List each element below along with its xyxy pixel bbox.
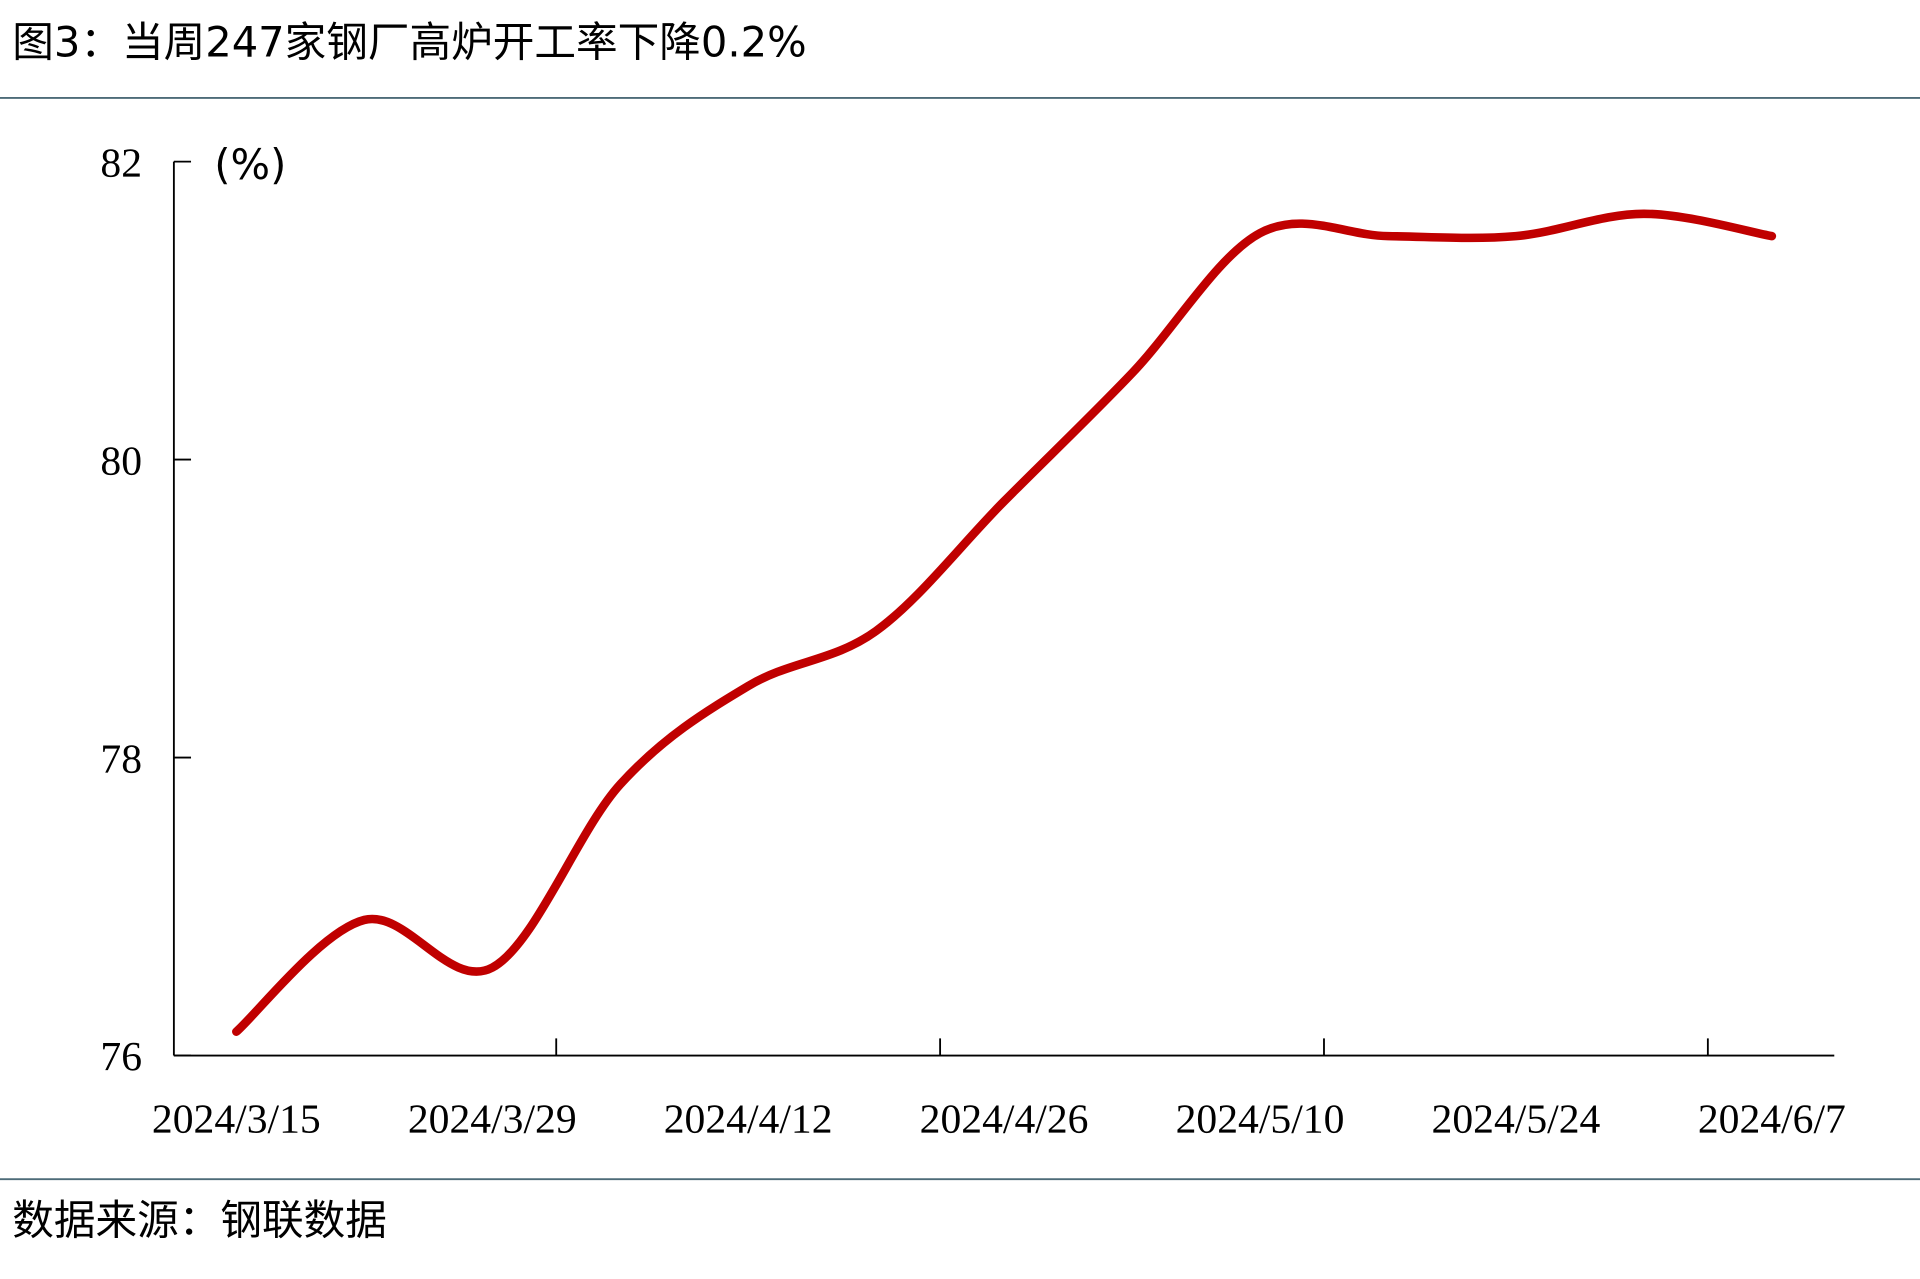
y-axis-unit: (%)	[214, 140, 286, 189]
y-tick-label: 76	[100, 1034, 142, 1080]
x-tick-label: 2024/4/26	[920, 1097, 1089, 1143]
x-tick-label: 2024/6/7	[1698, 1097, 1846, 1143]
y-tick-label: 80	[100, 438, 142, 484]
x-tick-label: 2024/5/24	[1432, 1097, 1601, 1143]
x-tick-label: 2024/5/10	[1176, 1097, 1345, 1143]
x-tick-label: 2024/3/15	[152, 1097, 321, 1143]
x-tick-label: 2024/3/29	[408, 1097, 577, 1143]
data-line	[232, 209, 1777, 1036]
x-tick-label: 2024/4/12	[664, 1097, 833, 1143]
chart-title: 图3：当周247家钢厂高炉开工率下降0.2%	[12, 17, 806, 66]
y-tick-label: 82	[100, 140, 142, 186]
source-note: 数据来源：钢联数据	[12, 1195, 387, 1244]
y-tick-label: 78	[100, 736, 142, 782]
